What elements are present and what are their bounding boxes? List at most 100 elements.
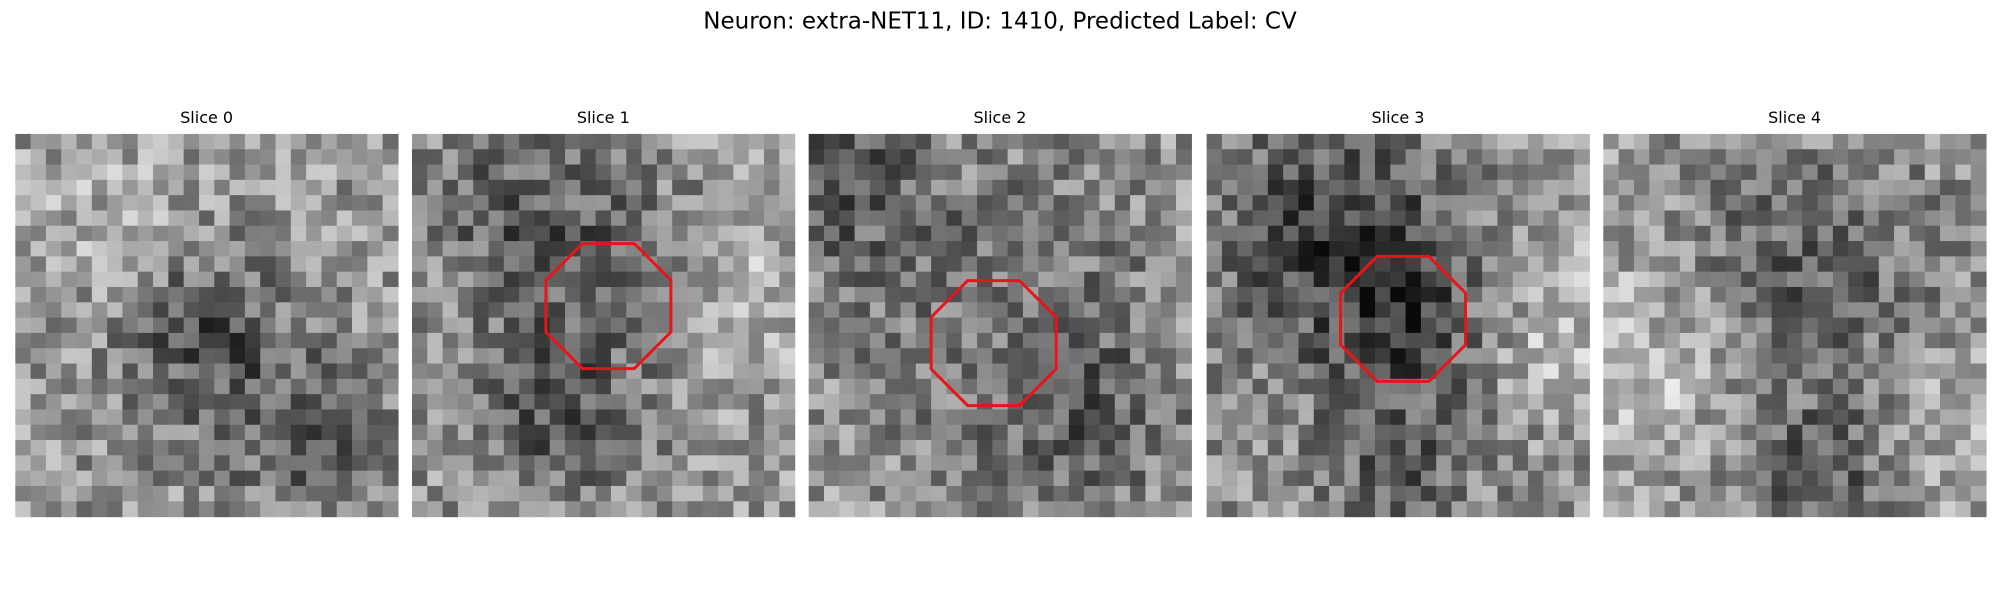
pixel xyxy=(352,440,368,456)
pixel xyxy=(122,348,139,365)
pixel xyxy=(260,195,277,212)
pixel xyxy=(1817,133,1834,150)
pixel xyxy=(91,271,108,288)
pixel xyxy=(1955,470,1972,487)
pixel xyxy=(672,195,689,212)
pixel xyxy=(198,286,215,303)
pixel xyxy=(672,440,689,456)
pixel xyxy=(1206,256,1223,273)
pixel xyxy=(214,195,231,212)
pixel xyxy=(473,241,490,257)
pixel xyxy=(656,501,673,518)
pixel xyxy=(214,470,231,487)
pixel xyxy=(1771,195,1788,212)
pixel xyxy=(1038,394,1055,411)
pixel xyxy=(534,164,551,181)
pixel xyxy=(1221,149,1238,166)
pixel xyxy=(610,302,627,319)
pixel xyxy=(1390,317,1407,334)
pixel xyxy=(1221,133,1238,150)
pixel xyxy=(260,149,277,166)
pixel xyxy=(1267,409,1284,426)
pixel xyxy=(457,501,474,518)
pixel xyxy=(1359,348,1376,365)
pixel xyxy=(30,394,47,411)
pixel xyxy=(519,470,536,487)
pixel xyxy=(733,256,750,273)
pixel xyxy=(1863,179,1880,196)
pixel xyxy=(1022,440,1039,456)
pixel xyxy=(1832,195,1849,212)
pixel xyxy=(382,378,399,395)
pixel xyxy=(718,440,735,456)
pixel xyxy=(1756,394,1773,411)
pixel xyxy=(1940,317,1956,334)
pixel xyxy=(1955,195,1972,212)
pixel xyxy=(1313,317,1330,334)
pixel xyxy=(1649,348,1666,365)
pixel xyxy=(15,317,32,334)
pixel xyxy=(885,332,902,349)
pixel xyxy=(1909,424,1926,441)
pixel xyxy=(1114,470,1131,487)
pixel xyxy=(1436,363,1453,380)
pixel xyxy=(885,378,902,395)
pixel xyxy=(1786,378,1803,395)
pixel xyxy=(1543,256,1560,273)
pixel xyxy=(1756,286,1773,303)
pixel xyxy=(1848,378,1865,395)
pixel xyxy=(779,286,796,303)
pixel xyxy=(1894,241,1911,257)
pixel xyxy=(1756,271,1773,288)
pixel xyxy=(457,470,474,487)
pixel xyxy=(168,302,185,319)
pixel xyxy=(1160,241,1177,257)
pixel xyxy=(1482,149,1499,166)
pixel xyxy=(336,424,353,441)
pixel xyxy=(1405,256,1422,273)
pixel xyxy=(580,210,597,227)
pixel xyxy=(1817,241,1834,257)
pixel xyxy=(15,210,32,227)
pixel xyxy=(869,133,886,150)
pixel xyxy=(290,424,307,441)
pixel xyxy=(626,302,643,319)
pixel xyxy=(779,164,796,181)
pixel xyxy=(1390,149,1407,166)
pixel xyxy=(1664,409,1681,426)
pixel xyxy=(168,363,185,380)
pixel xyxy=(718,470,735,487)
pixel xyxy=(1160,164,1177,181)
pixel xyxy=(900,363,917,380)
pixel xyxy=(1695,378,1712,395)
pixel xyxy=(946,455,963,472)
pixel xyxy=(519,409,536,426)
pixel xyxy=(1497,179,1514,196)
pixel xyxy=(779,133,796,150)
pixel xyxy=(260,409,277,426)
pixel xyxy=(352,271,368,288)
pixel xyxy=(1573,225,1590,242)
pixel xyxy=(733,348,750,365)
pixel xyxy=(229,501,246,518)
pixel xyxy=(748,271,765,288)
pixel xyxy=(198,164,215,181)
pixel xyxy=(885,302,902,319)
pixel xyxy=(137,286,154,303)
pixel xyxy=(733,470,750,487)
pixel xyxy=(1283,210,1300,227)
pixel xyxy=(687,195,704,212)
pixel xyxy=(198,348,215,365)
pixel xyxy=(854,424,871,441)
pixel xyxy=(1130,302,1146,319)
pixel xyxy=(1603,286,1620,303)
pixel xyxy=(1573,286,1590,303)
pixel xyxy=(1359,394,1376,411)
pixel xyxy=(779,179,796,196)
pixel xyxy=(168,485,185,502)
pixel xyxy=(823,210,840,227)
pixel xyxy=(1206,378,1223,395)
pixel xyxy=(1940,501,1956,518)
pixel xyxy=(352,363,368,380)
pixel xyxy=(1298,133,1315,150)
